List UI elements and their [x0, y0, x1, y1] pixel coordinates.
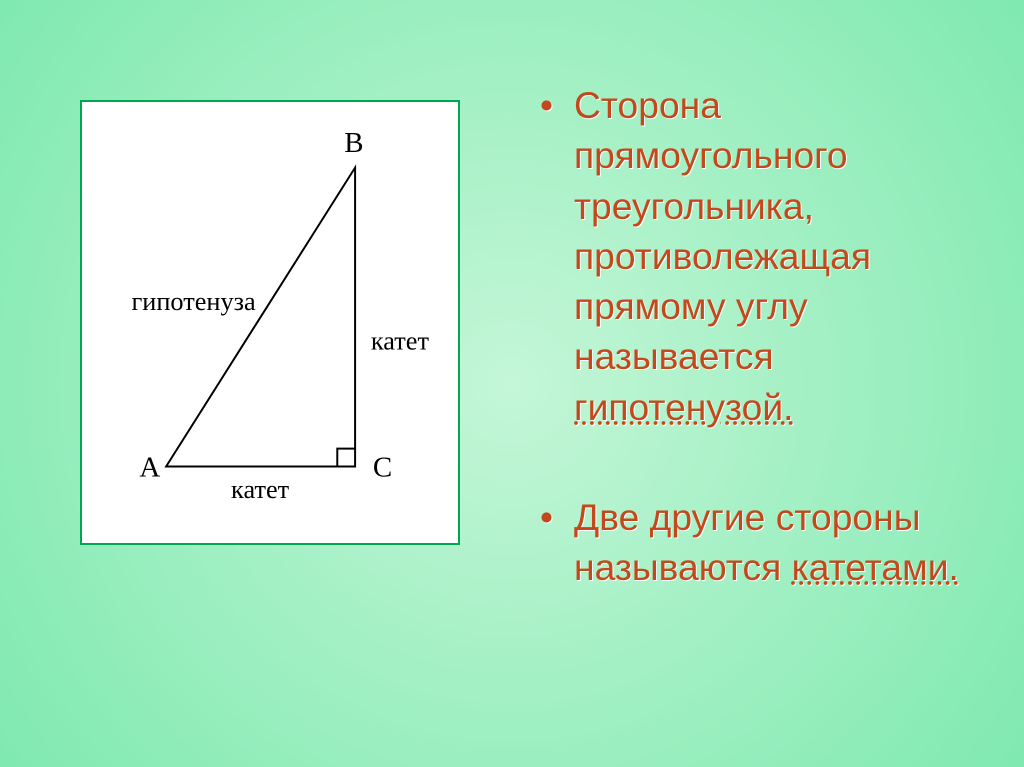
bullet-item: Сторона прямоугольного треугольника, про…	[540, 80, 970, 432]
bullet-word: Сторона	[574, 84, 721, 126]
svg-text:B: B	[344, 127, 363, 159]
triangle-diagram: A B Cгипотенуза катет катет	[82, 102, 458, 543]
bullet-word: другие	[650, 496, 766, 538]
bullet-word: Две	[574, 496, 639, 538]
svg-text:катет: катет	[231, 475, 290, 504]
bullet-word: называются	[574, 546, 781, 588]
bullet-word: прямому	[574, 285, 726, 327]
svg-text:гипотенуза: гипотенуза	[131, 287, 256, 316]
figure-box: A B Cгипотенуза катет катет	[80, 100, 460, 545]
bullet-word: треугольника,	[574, 185, 814, 227]
bullet-item: Две другие стороны называются катетами.	[540, 492, 970, 593]
slide: A B Cгипотенуза катет катет Сторона прямоуго…	[0, 0, 1024, 767]
svg-text:C: C	[373, 451, 392, 483]
bullet-word: противолежащая	[574, 235, 871, 277]
bullet-word: углу	[736, 285, 808, 327]
bullet-word: гипотенузой.	[574, 386, 793, 428]
bullet-word: называется	[574, 335, 774, 377]
bullet-word: катетами.	[792, 546, 959, 588]
bullet-word: прямоугольного	[574, 134, 848, 176]
svg-text:A: A	[139, 451, 160, 483]
bullet-list: Сторона прямоугольного треугольника, про…	[540, 80, 970, 652]
svg-text:катет: катет	[371, 327, 430, 356]
bullet-word: стороны	[776, 496, 921, 538]
